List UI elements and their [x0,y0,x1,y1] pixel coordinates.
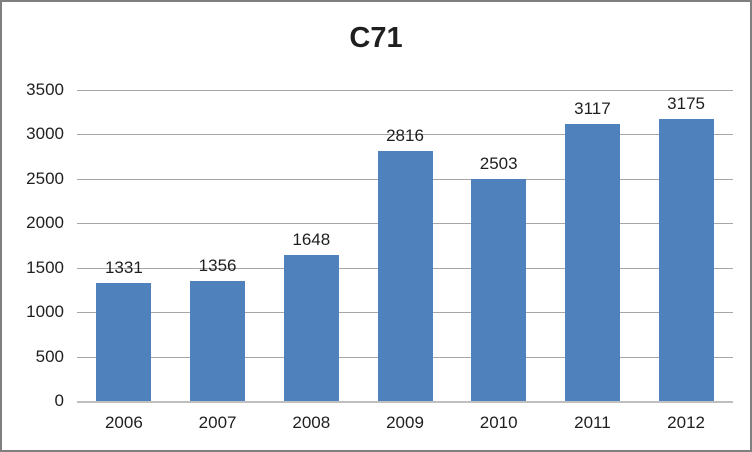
x-tick-label: 2007 [198,413,237,432]
bar-value-label: 2816 [386,125,424,145]
bar-value-label: 1356 [198,255,237,275]
x-tick-label: 2011 [574,413,611,432]
bar-value-label: 3175 [667,93,705,113]
x-tick-label: 2009 [386,413,424,432]
y-tick-label: 2500 [26,168,64,188]
gridline [77,134,733,136]
y-tick-label: 1000 [26,302,64,322]
x-tick-label: 2008 [292,413,331,432]
bar-2009 [377,150,433,401]
bar-value-label: 1331 [104,257,143,277]
x-tick-label: 2010 [479,413,518,432]
y-tick-label: 0 [54,391,64,410]
bar-2010 [471,178,527,401]
y-tick-label: 3000 [26,124,64,144]
y-tick-label: 500 [35,346,64,366]
y-tick-label: 2000 [26,213,64,233]
bar-value-label: 2503 [479,153,518,173]
bar-2011 [564,124,620,401]
gridline [77,90,733,91]
bar-2008 [283,254,339,401]
bar-2012 [658,118,714,401]
y-tick-label: 1500 [26,257,64,277]
bar-value-label: 1648 [292,229,331,249]
bar-value-label: 3117 [574,99,611,118]
chart-title: C71 [349,22,403,54]
bar-2007 [190,280,246,401]
bar-2006 [96,282,152,401]
x-axis-line [77,401,733,403]
y-tick-label: 3500 [26,80,64,99]
x-tick-label: 2006 [104,413,143,432]
plot-area: 1331 1356 1648 2816 2503 3117 3175 [77,90,733,403]
x-tick-label: 2012 [667,413,705,432]
